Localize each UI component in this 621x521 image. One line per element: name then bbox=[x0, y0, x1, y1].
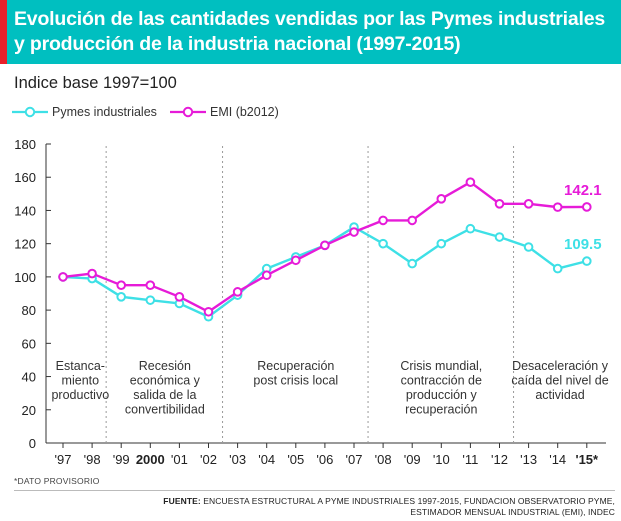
legend-marker-pymes-icon bbox=[12, 106, 48, 118]
y-tick-label: 20 bbox=[22, 403, 36, 418]
period-annotation: contracción de bbox=[401, 374, 482, 388]
y-tick-label: 160 bbox=[14, 170, 36, 185]
chart-subtitle: Indice base 1997=100 bbox=[14, 74, 177, 92]
source-line-1: ENCUESTA ESTRUCTURAL A PYME INDUSTRIALES… bbox=[200, 496, 615, 506]
source-line-2: ESTIMADOR MENSUAL INDUSTRIAL (EMI), INDE… bbox=[410, 507, 615, 517]
series-line-pymes bbox=[62, 225, 588, 318]
x-tick-label: '11 bbox=[462, 452, 478, 467]
data-point-emi bbox=[494, 199, 505, 209]
period-annotation: Desaceleración y bbox=[512, 359, 609, 373]
period-annotation: Recesión bbox=[139, 359, 191, 373]
x-tick-label: '13 bbox=[520, 452, 537, 467]
period-annotation: actividad bbox=[535, 388, 584, 402]
source-divider bbox=[14, 490, 615, 491]
data-point-emi bbox=[291, 255, 301, 266]
x-tick-label: '07 bbox=[346, 452, 363, 467]
x-tick-label: 2000 bbox=[136, 452, 165, 467]
legend-label-pymes: Pymes industriales bbox=[52, 105, 157, 119]
x-tick-label: '02 bbox=[200, 452, 217, 467]
end-value-label-pymes: 109.5 bbox=[564, 236, 602, 253]
data-point-emi bbox=[174, 292, 185, 302]
period-annotation: recuperación bbox=[405, 403, 477, 417]
data-point-emi bbox=[203, 306, 214, 317]
data-point-emi bbox=[552, 202, 563, 212]
data-point-pymes bbox=[582, 256, 592, 266]
x-tick-label: '15* bbox=[575, 452, 599, 467]
x-tick-label: '98 bbox=[84, 452, 101, 467]
x-tick-label: '12 bbox=[491, 452, 508, 467]
x-tick-label: '14 bbox=[549, 452, 566, 467]
x-tick-label: '97 bbox=[55, 452, 72, 467]
data-point-emi bbox=[261, 270, 272, 281]
data-point-emi bbox=[116, 280, 126, 290]
data-point-pymes bbox=[145, 295, 156, 305]
x-tick-label: '06 bbox=[316, 452, 333, 467]
y-tick-label: 0 bbox=[29, 436, 36, 451]
chart-title: Evolución de las cantidades vendidas por… bbox=[14, 8, 606, 55]
data-point-emi bbox=[58, 272, 68, 282]
x-tick-label: '01 bbox=[171, 452, 188, 467]
x-tick-label: '04 bbox=[258, 452, 275, 467]
data-point-pymes bbox=[116, 292, 126, 302]
x-tick-label: '08 bbox=[375, 452, 392, 467]
x-tick-label: '05 bbox=[287, 452, 304, 467]
legend-marker-emi-icon bbox=[170, 106, 206, 118]
data-point-emi bbox=[145, 280, 156, 290]
y-tick-label: 80 bbox=[22, 303, 36, 318]
x-tick-label: '10 bbox=[433, 452, 450, 467]
header-accent-bar bbox=[0, 0, 7, 64]
period-annotation: Crisis mundial, bbox=[400, 359, 482, 373]
y-tick-label: 100 bbox=[14, 270, 36, 285]
data-point-emi bbox=[320, 240, 330, 251]
y-tick-label: 180 bbox=[14, 137, 36, 152]
period-annotation: Recuperación bbox=[257, 359, 334, 373]
data-point-emi bbox=[436, 194, 447, 204]
y-tick-label: 40 bbox=[22, 370, 36, 385]
x-tick-label: '99 bbox=[113, 452, 130, 467]
source-label: FUENTE: bbox=[163, 496, 201, 506]
period-annotation: caída del nivel de bbox=[511, 374, 608, 388]
data-point-pymes bbox=[494, 232, 505, 242]
data-point-emi bbox=[232, 287, 243, 297]
x-tick-label: '03 bbox=[229, 452, 246, 467]
y-tick-label: 60 bbox=[22, 336, 36, 351]
data-point-pymes bbox=[465, 223, 476, 234]
period-annotation: producción y bbox=[406, 388, 478, 402]
header-banner: Evolución de las cantidades vendidas por… bbox=[0, 0, 621, 64]
footnote: *DATO PROVISORIO bbox=[14, 476, 100, 486]
x-tick-label: '09 bbox=[404, 452, 421, 467]
data-point-pymes bbox=[436, 238, 447, 249]
data-point-emi bbox=[523, 199, 534, 209]
period-annotation: salida de la bbox=[133, 388, 196, 402]
period-annotation: productivo bbox=[51, 388, 109, 402]
data-point-pymes bbox=[407, 258, 418, 269]
period-annotation: Estanca- bbox=[56, 359, 105, 373]
legend-label-emi: EMI (b2012) bbox=[210, 105, 279, 119]
data-point-emi bbox=[87, 268, 97, 279]
data-point-pymes bbox=[523, 242, 534, 252]
y-tick-label: 120 bbox=[14, 237, 36, 252]
data-point-emi bbox=[582, 202, 592, 212]
data-point-pymes bbox=[552, 263, 563, 274]
data-point-emi bbox=[407, 215, 418, 226]
period-annotation: post crisis local bbox=[253, 374, 338, 388]
period-annotation: miento bbox=[62, 374, 100, 388]
data-point-emi bbox=[378, 215, 388, 226]
end-value-label-emi: 142.1 bbox=[564, 182, 602, 199]
period-annotation: económica y bbox=[130, 374, 201, 388]
y-tick-label: 140 bbox=[14, 203, 36, 218]
source-note: FUENTE: ENCUESTA ESTRUCTURAL A PYME INDU… bbox=[163, 496, 615, 518]
data-point-emi bbox=[349, 227, 359, 237]
period-annotation: convertibilidad bbox=[125, 403, 205, 417]
data-point-pymes bbox=[378, 238, 388, 249]
data-point-emi bbox=[465, 177, 476, 188]
